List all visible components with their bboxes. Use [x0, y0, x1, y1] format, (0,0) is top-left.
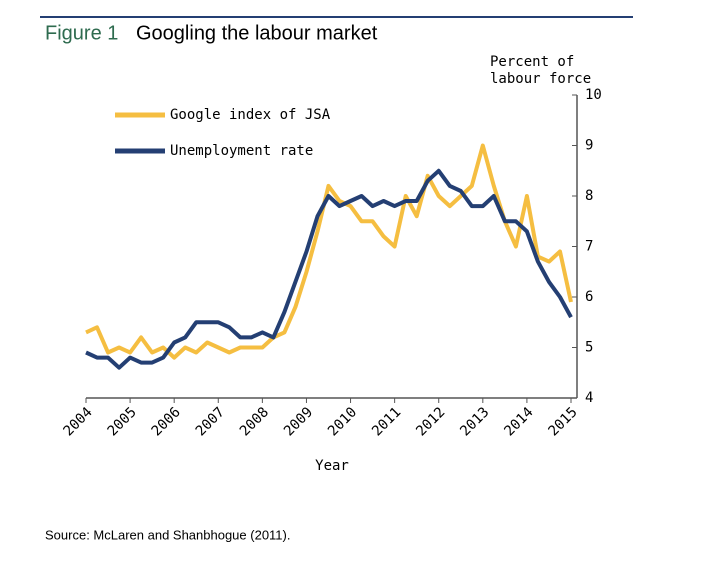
- x-tick-label: 2005: [105, 404, 140, 439]
- x-tick-label: 2011: [369, 404, 404, 439]
- source-note: Source: McLaren and Shanbhogue (2011).: [45, 527, 290, 542]
- y-tick-label: 8: [585, 188, 593, 204]
- series-line: [85, 168, 573, 370]
- x-tick-label: 2014: [501, 404, 536, 439]
- chart-title: Googling the labour market: [136, 22, 378, 44]
- x-axis-label: Year: [315, 458, 349, 474]
- x-tick-label: 2013: [457, 404, 492, 439]
- y-tick-label: 10: [585, 87, 602, 103]
- x-tick-label: 2006: [149, 404, 184, 439]
- x-tick-label: 2008: [237, 404, 272, 439]
- legend-label: Unemployment rate: [170, 143, 313, 159]
- figure-label: Figure 1: [45, 22, 118, 44]
- y-tick-label: 4: [585, 390, 593, 406]
- x-tick-label: 2015: [546, 404, 581, 439]
- legend-label: Google index of JSA: [170, 107, 331, 123]
- y-tick-label: 9: [585, 138, 593, 154]
- y-axis-label: Percent of labour force: [490, 54, 592, 87]
- x-tick-label: 2004: [61, 404, 96, 439]
- x-tick-label: 2009: [281, 404, 316, 439]
- y-tick-label: 6: [585, 289, 593, 305]
- y-tick-label: 7: [585, 239, 593, 255]
- x-tick-label: 2007: [193, 404, 228, 439]
- series-line: [85, 143, 573, 360]
- x-tick-label: 2010: [325, 404, 360, 439]
- x-tick-label: 2012: [413, 404, 448, 439]
- y-tick-label: 5: [585, 340, 593, 356]
